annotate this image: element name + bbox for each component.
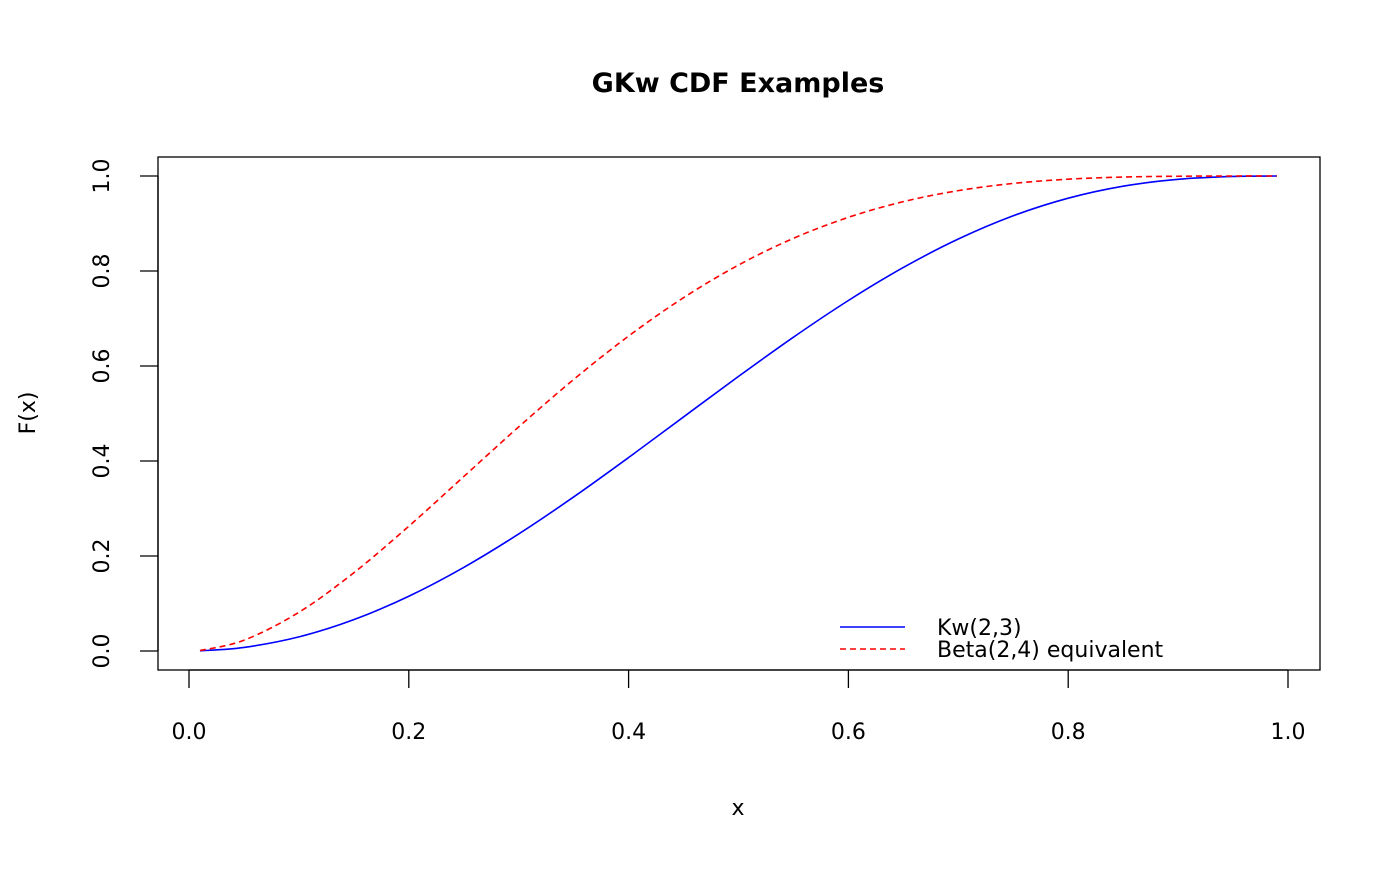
y-axis: 0.0 0.2 0.4 0.6 0.8 1.0 — [90, 159, 159, 669]
y-tick-label: 0.4 — [90, 444, 115, 479]
y-tick-label: 1.0 — [90, 159, 115, 194]
legend: Kw(2,3)Beta(2,4) equivalent — [840, 616, 1164, 663]
y-tick-label: 0.0 — [90, 634, 115, 669]
series-line-0 — [199, 175, 1278, 652]
legend-label-0: Kw(2,3) — [937, 616, 1022, 641]
x-tick-label: 0.0 — [172, 720, 207, 745]
series-lines — [199, 175, 1278, 652]
x-tick-label: 0.8 — [1051, 720, 1086, 745]
legend-label-1: Beta(2,4) equivalent — [937, 638, 1164, 663]
plot-frame — [157, 156, 1321, 671]
chart-title: GKw CDF Examples — [592, 68, 885, 99]
x-axis: 0.0 0.2 0.4 0.6 0.8 1.0 — [172, 669, 1306, 745]
x-tick-label: 0.6 — [831, 720, 866, 745]
y-tick-label: 0.6 — [90, 349, 115, 384]
y-tick-label: 0.8 — [90, 254, 115, 289]
x-tick-label: 0.4 — [611, 720, 646, 745]
x-axis-label: x — [731, 796, 744, 821]
x-tick-label: 1.0 — [1271, 720, 1306, 745]
series-line-1 — [199, 175, 1278, 652]
x-tick-label: 0.2 — [391, 720, 426, 745]
y-axis-label: F(x) — [16, 392, 41, 435]
y-tick-label: 0.2 — [90, 539, 115, 574]
